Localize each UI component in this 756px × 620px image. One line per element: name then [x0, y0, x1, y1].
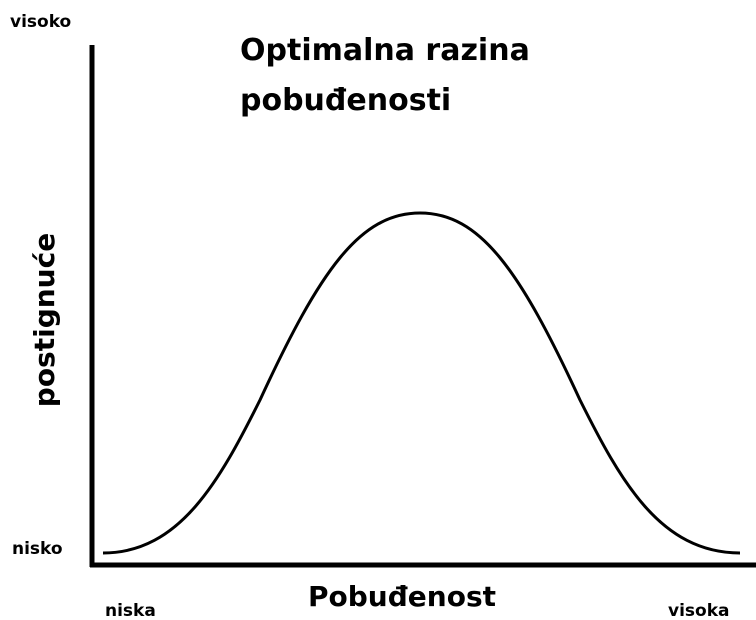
curve: [102, 211, 741, 555]
y-low-label: nisko: [12, 539, 63, 559]
x-axis-label: Pobuđenost: [308, 580, 496, 613]
x-high-label: visoka: [668, 601, 729, 620]
x-low-label: niska: [105, 601, 156, 620]
y-axis-label: postignuće: [28, 233, 61, 407]
title-line: pobuđenosti: [240, 83, 451, 118]
y-high-label: visoko: [10, 12, 71, 32]
title-line: Optimalna razina: [240, 33, 530, 68]
